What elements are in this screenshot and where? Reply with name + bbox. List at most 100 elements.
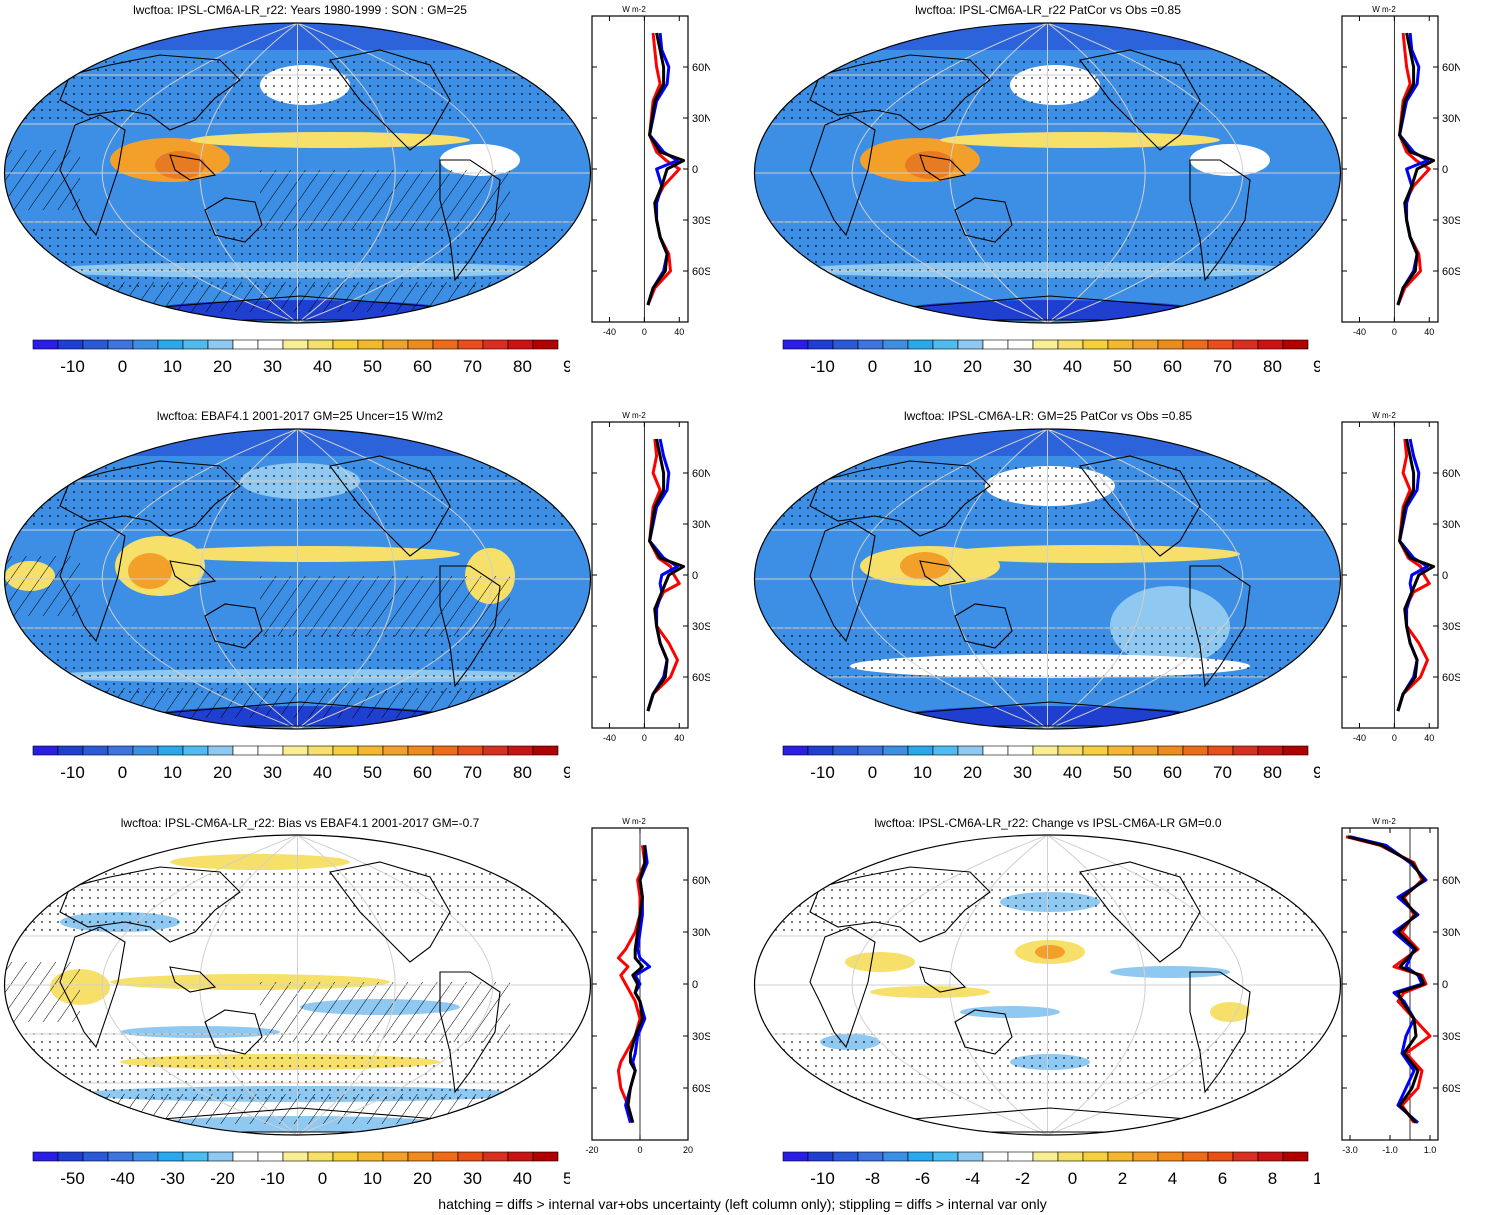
y-tick-label: 30N (1442, 927, 1460, 939)
colorbar-label: 70 (1213, 763, 1232, 782)
hatching (260, 982, 510, 1042)
graticule (851, 429, 1048, 729)
y-tick-label: 30N (1442, 519, 1460, 531)
y-tick-label: 30S (1442, 215, 1460, 227)
colorbar-cell (782, 745, 809, 756)
colorbar-cell (907, 745, 934, 756)
x-tick-label: 20 (683, 1145, 693, 1155)
panel-title: lwcftoa: IPSL-CM6A-LR_r22 PatCor vs Obs … (915, 3, 1181, 17)
colorbar-cell (282, 1151, 309, 1162)
colorbar-cell (132, 339, 159, 350)
colorbar-cell (407, 745, 434, 756)
colorbar: -10 0 10 20 30 40 50 60 70 80 90 (782, 745, 1320, 782)
colorbar-cell (1007, 1151, 1034, 1162)
y-tick-label: 30S (1442, 1031, 1460, 1043)
unit-label: W m-2 (622, 411, 646, 420)
panel-title: lwcftoa: EBAF4.1 2001-2017 GM=25 Uncer=1… (156, 409, 444, 423)
coastline (954, 1009, 1013, 1055)
colorbar-cell (32, 745, 59, 756)
series-line-red (646, 438, 681, 712)
y-tick-label: 60N (1442, 468, 1460, 480)
y-tick-label: 30N (692, 519, 710, 531)
colorbar-cell (57, 745, 84, 756)
colorbar-cell (257, 339, 284, 350)
y-tick-label: 60N (692, 62, 710, 74)
colorbar-cell (507, 339, 534, 350)
x-tick-label: -3.0 (1342, 1145, 1358, 1155)
map-field (440, 144, 520, 176)
graticule (297, 429, 396, 729)
coastline (919, 966, 967, 993)
map-field (845, 952, 915, 972)
coastline (59, 520, 126, 643)
colorbar-cell (457, 339, 484, 350)
colorbar-cell (207, 1151, 234, 1162)
x-tick-label: 1.0 (1424, 1145, 1437, 1155)
y-tick-label: 0 (1442, 570, 1448, 582)
colorbar-cell (357, 339, 384, 350)
unit-label: W m-2 (1372, 817, 1396, 826)
map-field (170, 854, 350, 870)
y-tick-label: 30S (1442, 621, 1460, 633)
colorbar-cell (182, 339, 209, 350)
colorbar-label: 40 (313, 763, 332, 782)
colorbar-label: 30 (463, 1169, 482, 1188)
colorbar-label: 80 (1263, 763, 1282, 782)
robinson-map (3, 428, 592, 730)
graticule (1047, 23, 1146, 323)
x-tick-label: -40 (603, 327, 616, 337)
colorbar-label: 0 (118, 357, 127, 376)
robinson-map (3, 834, 592, 1136)
x-tick-label: 0 (642, 327, 647, 337)
zonal-mean-plot: W m-2 60N 30N 0 30S 60S -40 0 40 (591, 5, 710, 337)
colorbar-cell (1082, 1151, 1109, 1162)
x-tick-label: -40 (1353, 733, 1366, 743)
colorbar-label: -8 (865, 1169, 880, 1188)
unit-label: W m-2 (622, 5, 646, 14)
colorbar-label: 10 (913, 357, 932, 376)
y-tick-label: 30N (692, 927, 710, 939)
colorbar: -10 0 10 20 30 40 50 60 70 80 90 (782, 339, 1320, 376)
coastline (59, 114, 126, 237)
colorbar-label: -10 (60, 763, 85, 782)
x-tick-label: -1.0 (1382, 1145, 1398, 1155)
unit-label: W m-2 (1372, 5, 1396, 14)
colorbar-label: 80 (513, 763, 532, 782)
colorbar-cell (157, 1151, 184, 1162)
y-tick-label: 30S (692, 621, 710, 633)
graticule (297, 835, 494, 1135)
x-tick-label: -40 (603, 733, 616, 743)
x-tick-label: -20 (585, 1145, 598, 1155)
series-line-black (1347, 835, 1426, 1124)
robinson-map (753, 22, 1342, 324)
x-tick-label: 40 (674, 327, 684, 337)
colorbar-label: -4 (965, 1169, 980, 1188)
colorbar-cell (57, 339, 84, 350)
coastline (809, 520, 876, 643)
colorbar-cell (32, 339, 59, 350)
colorbar-cell (457, 1151, 484, 1162)
colorbar-cell (57, 1151, 84, 1162)
colorbar-cell (132, 745, 159, 756)
colorbar-label: -20 (210, 1169, 235, 1188)
colorbar-label: -50 (60, 1169, 85, 1188)
colorbar-cell (1157, 339, 1184, 350)
colorbar-label: 20 (413, 1169, 432, 1188)
colorbar-label: 40 (313, 357, 332, 376)
series-line-red (616, 845, 647, 1124)
graticule (101, 429, 298, 729)
coastline (1189, 565, 1251, 688)
coastline (329, 455, 451, 557)
panel-title: lwcftoa: IPSL-CM6A-LR_r22: Bias vs EBAF4… (120, 816, 480, 830)
graticule (297, 23, 396, 323)
colorbar-cell (1257, 1151, 1284, 1162)
map-field (905, 151, 955, 179)
colorbar-cell (932, 745, 959, 756)
map-field (900, 706, 1200, 726)
coastline (1079, 455, 1201, 557)
coastline (1189, 159, 1251, 282)
y-tick-label: 60S (1442, 1083, 1460, 1095)
map-field (900, 552, 950, 580)
colorbar-label: 50 (1113, 763, 1132, 782)
colorbar-label: 10 (163, 763, 182, 782)
